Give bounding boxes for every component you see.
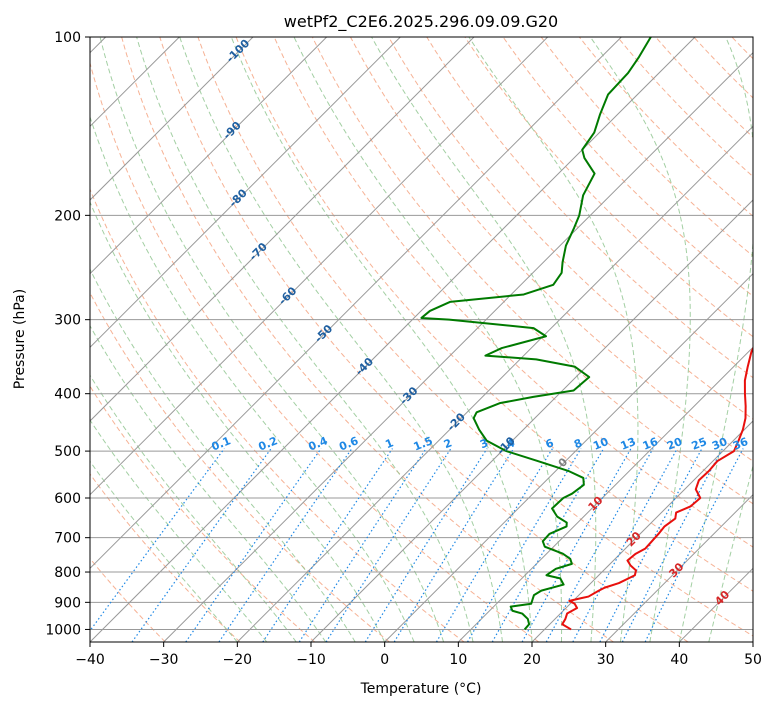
mixing-ratio-line bbox=[298, 448, 427, 642]
moist-adiabat-line bbox=[99, 37, 445, 642]
dry-adiabat-line bbox=[90, 557, 166, 642]
isotherm-line bbox=[457, 346, 753, 642]
isotherm-line bbox=[90, 37, 696, 642]
moist-adiabat-line bbox=[90, 419, 268, 642]
mixing-ratio-line bbox=[131, 448, 272, 642]
mixing-ratio-line bbox=[325, 448, 452, 642]
mixing-ratio-line bbox=[491, 448, 605, 642]
x-axis-label: Temperature (°C) bbox=[360, 681, 482, 697]
mixing-ratio-label: 20 bbox=[665, 435, 684, 453]
mixing-ratio-line bbox=[364, 448, 488, 642]
moist-adiabat-line bbox=[90, 268, 356, 642]
isotherm-line bbox=[90, 37, 475, 422]
plot-frame bbox=[89, 36, 754, 643]
mixing-ratio-line bbox=[621, 448, 723, 642]
mixing-ratio-label: 25 bbox=[690, 435, 709, 453]
y-tick-label: 900 bbox=[54, 595, 81, 611]
mixing-ratio-label: 2 bbox=[442, 436, 454, 451]
x-tick-label: −20 bbox=[223, 652, 253, 668]
mixing-ratio-label: 30 bbox=[710, 435, 729, 453]
isotherm-line bbox=[310, 199, 753, 642]
mixing-ratio-line bbox=[644, 448, 744, 642]
dry-adiabat-line bbox=[426, 37, 753, 379]
mixing-ratio-line bbox=[599, 448, 703, 642]
mixing-ratio-label: 13 bbox=[619, 435, 638, 453]
moist-adiabat-line bbox=[589, 37, 691, 642]
moist-adiabat-line bbox=[293, 37, 563, 642]
y-tick-label: 300 bbox=[54, 313, 81, 329]
dry-adiabat-line bbox=[90, 188, 465, 642]
dewpoint-profile-line bbox=[420, 37, 652, 631]
moist-adiabat-line bbox=[136, 37, 474, 642]
mixing-ratio-line bbox=[393, 448, 515, 642]
dry-adiabat-line bbox=[90, 291, 390, 642]
moist-adiabat-line bbox=[90, 200, 386, 642]
x-tick-label: −30 bbox=[149, 652, 179, 668]
dry-adiabat-line bbox=[350, 37, 753, 462]
dry-adiabat-line bbox=[90, 473, 241, 642]
moist-adiabat-line bbox=[179, 37, 504, 642]
dry-adiabat-line bbox=[90, 385, 316, 642]
x-tick-label: 30 bbox=[597, 652, 615, 668]
dry-adiabat-line bbox=[273, 37, 753, 548]
x-tick-label: 40 bbox=[670, 652, 688, 668]
y-tick-label: 1000 bbox=[45, 622, 81, 638]
moist-adiabat-line bbox=[90, 374, 297, 642]
dry-adiabat-line bbox=[197, 37, 753, 637]
mixing-ratio-line bbox=[185, 448, 322, 642]
mixing-ratio-label: 36 bbox=[731, 435, 750, 453]
moist-adiabat-line bbox=[468, 37, 639, 642]
mixing-ratio-line bbox=[90, 448, 225, 632]
moist-adiabat-line bbox=[90, 324, 327, 642]
x-tick-label: 10 bbox=[449, 652, 467, 668]
moist-adiabat-line bbox=[230, 37, 533, 642]
dry-adiabat-line bbox=[159, 37, 689, 642]
temperature-profile-line bbox=[561, 346, 753, 631]
isotherm-line bbox=[90, 37, 254, 201]
isotherm-line bbox=[531, 420, 753, 642]
mixing-ratio-label: 10 bbox=[591, 435, 610, 453]
mixing-ratio-line bbox=[262, 448, 393, 642]
moist-adiabat-line bbox=[678, 37, 753, 642]
isotherm-line bbox=[605, 493, 753, 642]
x-tick-label: 50 bbox=[744, 652, 762, 668]
chart-title: wetPf2_C2E6.2025.296.09.09.G20 bbox=[284, 12, 558, 32]
mixing-ratio-label: 1 bbox=[383, 436, 395, 451]
y-tick-label: 500 bbox=[54, 444, 81, 460]
isotherm-line bbox=[163, 51, 753, 642]
y-tick-label: 100 bbox=[54, 30, 81, 46]
y-tick-label: 200 bbox=[54, 208, 81, 224]
isotherm-line bbox=[90, 37, 622, 570]
isotherm-line bbox=[90, 37, 549, 496]
x-tick-label: −10 bbox=[296, 652, 326, 668]
mixing-ratio-line bbox=[572, 448, 678, 642]
moist-adiabat-line bbox=[90, 460, 238, 642]
x-tick-label: 20 bbox=[523, 652, 541, 668]
isotherm-line bbox=[384, 272, 753, 642]
x-tick-label: 0 bbox=[380, 652, 389, 668]
y-axis-label: Pressure (hPa) bbox=[12, 289, 28, 389]
mixing-ratio-label: 8 bbox=[572, 436, 584, 451]
mixing-ratio-label: 3 bbox=[478, 436, 490, 451]
dry-adiabat-line bbox=[90, 61, 540, 642]
dry-adiabat-line bbox=[502, 37, 753, 297]
mixing-ratio-line bbox=[218, 448, 353, 642]
isotherm-line bbox=[236, 125, 753, 642]
isotherm-line bbox=[90, 37, 401, 349]
dry-adiabat-line bbox=[235, 37, 753, 592]
moist-adiabat-line bbox=[708, 464, 753, 642]
y-tick-label: 600 bbox=[54, 491, 81, 507]
y-tick-label: 800 bbox=[54, 565, 81, 581]
isotherm-line bbox=[90, 37, 328, 275]
y-tick-label: 400 bbox=[54, 387, 81, 403]
mixing-ratio-line bbox=[466, 448, 582, 642]
mixing-ratio-label: 16 bbox=[641, 435, 660, 453]
moist-adiabat-line bbox=[90, 115, 415, 642]
dry-adiabat-line bbox=[121, 37, 614, 642]
y-tick-label: 700 bbox=[54, 531, 81, 547]
moist-adiabat-line bbox=[371, 37, 597, 642]
x-tick-label: −40 bbox=[75, 652, 105, 668]
